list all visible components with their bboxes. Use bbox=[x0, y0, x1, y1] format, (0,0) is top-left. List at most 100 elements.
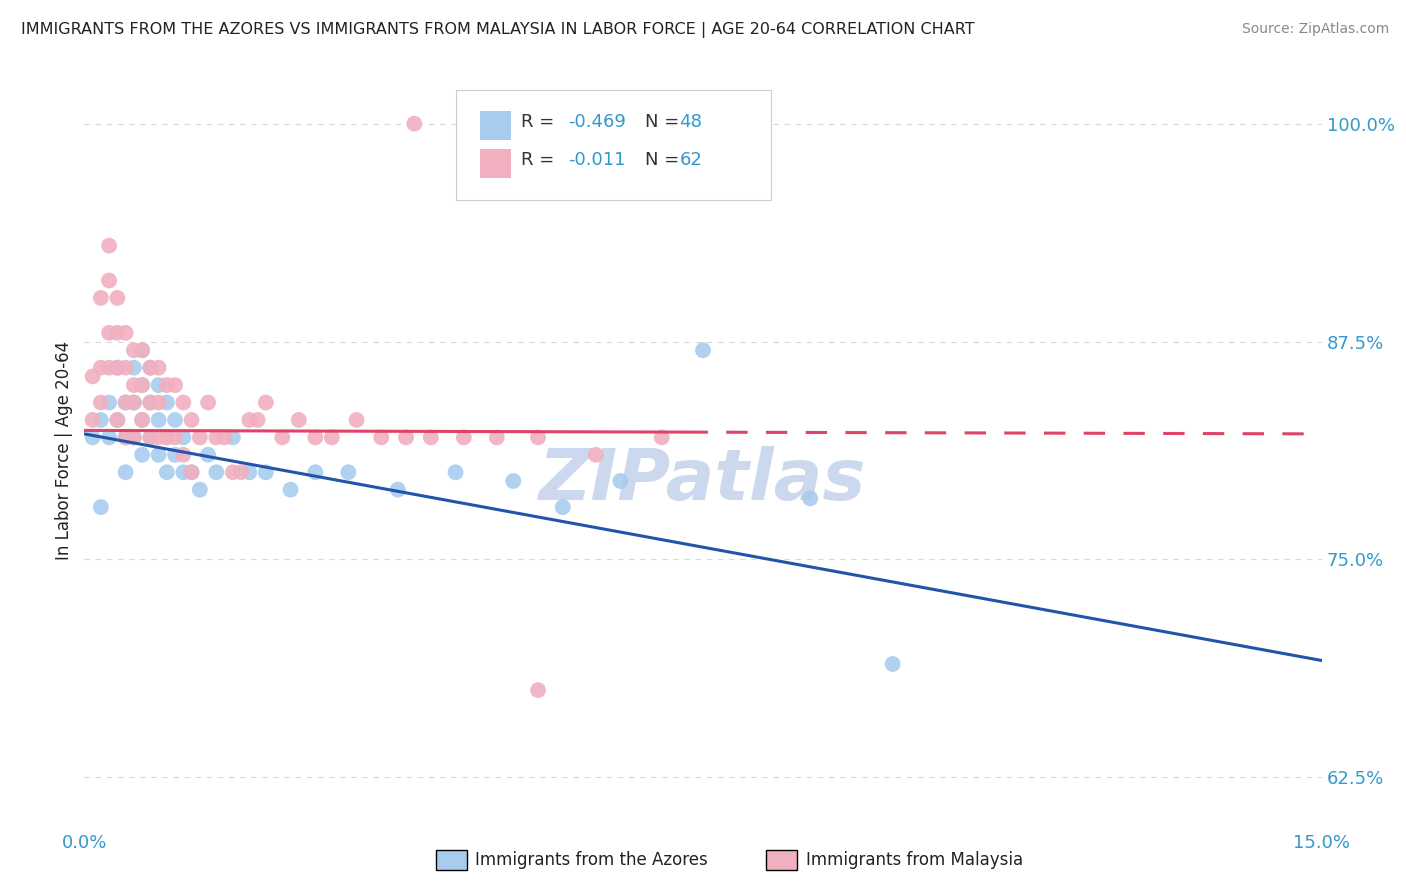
Point bbox=[288, 413, 311, 427]
Point bbox=[139, 360, 162, 375]
FancyBboxPatch shape bbox=[481, 149, 512, 178]
Point bbox=[139, 430, 162, 444]
Text: R =: R = bbox=[522, 113, 560, 131]
Point bbox=[148, 448, 170, 462]
Point bbox=[156, 395, 179, 409]
Point bbox=[98, 360, 121, 375]
Point bbox=[122, 343, 145, 358]
Point bbox=[172, 448, 194, 462]
Point bbox=[98, 238, 121, 252]
Point bbox=[585, 448, 607, 462]
Point bbox=[139, 395, 162, 409]
Point bbox=[131, 343, 153, 358]
Text: Immigrants from the Azores: Immigrants from the Azores bbox=[475, 851, 709, 869]
Point bbox=[98, 326, 121, 340]
Point bbox=[148, 430, 170, 444]
Text: Source: ZipAtlas.com: Source: ZipAtlas.com bbox=[1241, 22, 1389, 37]
Point bbox=[205, 465, 228, 479]
Text: Immigrants from Malaysia: Immigrants from Malaysia bbox=[806, 851, 1022, 869]
Point bbox=[131, 343, 153, 358]
Point bbox=[222, 465, 245, 479]
Y-axis label: In Labor Force | Age 20-64: In Labor Force | Age 20-64 bbox=[55, 341, 73, 560]
Text: R =: R = bbox=[522, 151, 560, 169]
Point bbox=[254, 465, 277, 479]
Point bbox=[148, 413, 170, 427]
Point bbox=[609, 474, 631, 488]
Point bbox=[98, 430, 121, 444]
Point bbox=[419, 430, 441, 444]
Point bbox=[98, 273, 121, 287]
Point bbox=[188, 483, 211, 497]
Point bbox=[321, 430, 343, 444]
FancyBboxPatch shape bbox=[481, 111, 512, 140]
Point bbox=[90, 395, 112, 409]
Point bbox=[882, 657, 904, 671]
Point bbox=[114, 430, 136, 444]
Point bbox=[122, 378, 145, 392]
Point bbox=[156, 378, 179, 392]
Point bbox=[139, 430, 162, 444]
Point bbox=[82, 413, 104, 427]
Point bbox=[222, 430, 245, 444]
Point bbox=[692, 343, 714, 358]
Point bbox=[105, 291, 128, 305]
Point bbox=[180, 413, 202, 427]
Point bbox=[156, 430, 179, 444]
Point bbox=[165, 448, 187, 462]
Point bbox=[271, 430, 294, 444]
Point bbox=[131, 413, 153, 427]
Point bbox=[131, 378, 153, 392]
Point bbox=[172, 465, 194, 479]
Text: IMMIGRANTS FROM THE AZORES VS IMMIGRANTS FROM MALAYSIA IN LABOR FORCE | AGE 20-6: IMMIGRANTS FROM THE AZORES VS IMMIGRANTS… bbox=[21, 22, 974, 38]
Point bbox=[114, 395, 136, 409]
Point bbox=[148, 395, 170, 409]
Point bbox=[105, 413, 128, 427]
Point bbox=[122, 395, 145, 409]
Point bbox=[246, 413, 269, 427]
Point bbox=[105, 360, 128, 375]
Point bbox=[387, 483, 409, 497]
Point bbox=[180, 465, 202, 479]
Point bbox=[90, 500, 112, 515]
Text: 62: 62 bbox=[679, 151, 703, 169]
Text: 48: 48 bbox=[679, 113, 703, 131]
Point bbox=[254, 395, 277, 409]
Point bbox=[156, 465, 179, 479]
Point bbox=[346, 413, 368, 427]
Point bbox=[337, 465, 360, 479]
Text: N =: N = bbox=[645, 113, 685, 131]
Point bbox=[395, 430, 418, 444]
Point bbox=[122, 430, 145, 444]
Point bbox=[551, 500, 574, 515]
Text: -0.469: -0.469 bbox=[568, 113, 626, 131]
Point bbox=[180, 465, 202, 479]
Text: -0.011: -0.011 bbox=[568, 151, 626, 169]
Point bbox=[139, 395, 162, 409]
Text: N =: N = bbox=[645, 151, 685, 169]
Point bbox=[172, 395, 194, 409]
Point bbox=[98, 395, 121, 409]
Point bbox=[105, 360, 128, 375]
Point bbox=[651, 430, 673, 444]
Point bbox=[82, 430, 104, 444]
Point bbox=[114, 430, 136, 444]
Point bbox=[105, 326, 128, 340]
Point bbox=[114, 395, 136, 409]
Point bbox=[370, 430, 392, 444]
Point bbox=[404, 117, 426, 131]
Point bbox=[90, 291, 112, 305]
Point bbox=[444, 465, 467, 479]
Point bbox=[453, 430, 475, 444]
Point bbox=[214, 430, 236, 444]
Point bbox=[148, 378, 170, 392]
Point bbox=[229, 465, 252, 479]
Point bbox=[139, 360, 162, 375]
Point bbox=[799, 491, 821, 506]
Point bbox=[165, 430, 187, 444]
Point bbox=[82, 369, 104, 384]
Point bbox=[205, 430, 228, 444]
Point bbox=[114, 465, 136, 479]
Point bbox=[304, 430, 326, 444]
Point bbox=[114, 326, 136, 340]
Point bbox=[131, 378, 153, 392]
